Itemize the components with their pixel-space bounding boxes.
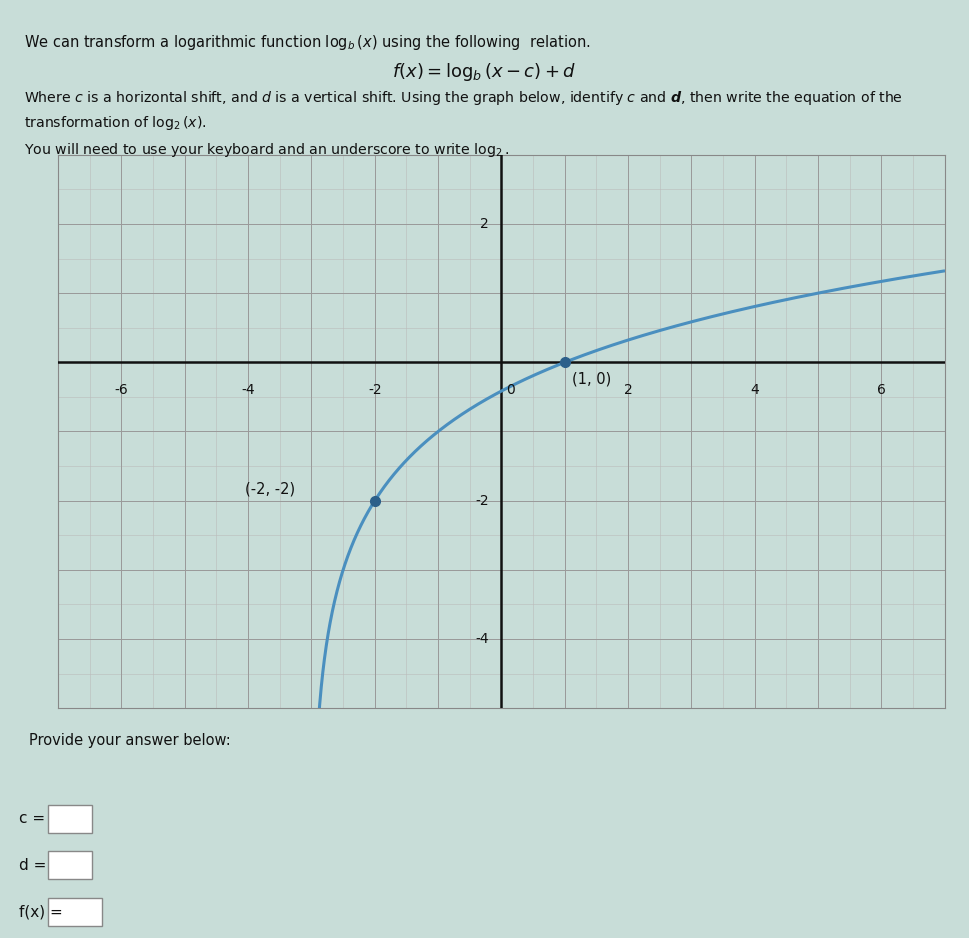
Text: -6: -6 (114, 383, 128, 397)
Text: -2: -2 (475, 493, 488, 507)
Text: (1, 0): (1, 0) (573, 371, 611, 386)
Text: Provide your answer below:: Provide your answer below: (29, 734, 231, 749)
Text: 2: 2 (480, 217, 488, 231)
FancyBboxPatch shape (48, 852, 92, 879)
Text: Where $c$ is a horizontal shift, and $d$ is a vertical shift. Using the graph be: Where $c$ is a horizontal shift, and $d$… (24, 89, 903, 107)
Text: -2: -2 (368, 383, 382, 397)
Text: You will need to use your keyboard and an underscore to write $\log_2$.: You will need to use your keyboard and a… (24, 141, 510, 159)
Text: 2: 2 (624, 383, 633, 397)
Text: c =: c = (19, 811, 46, 826)
Text: 4: 4 (750, 383, 759, 397)
FancyBboxPatch shape (48, 898, 102, 926)
Text: $f(x) = \log_b(x - c) + d$: $f(x) = \log_b(x - c) + d$ (392, 61, 577, 83)
Text: -4: -4 (475, 632, 488, 646)
Text: 0: 0 (507, 383, 516, 397)
Text: -4: -4 (241, 383, 255, 397)
Text: f(x) =: f(x) = (19, 904, 63, 919)
Text: (-2, -2): (-2, -2) (245, 482, 296, 497)
Text: 6: 6 (877, 383, 886, 397)
Text: d =: d = (19, 858, 47, 872)
Text: We can transform a logarithmic function $\log_b(x)$ using the following  relatio: We can transform a logarithmic function … (24, 33, 591, 52)
Text: transformation of $\log_2(x)$.: transformation of $\log_2(x)$. (24, 114, 207, 132)
FancyBboxPatch shape (48, 805, 92, 833)
